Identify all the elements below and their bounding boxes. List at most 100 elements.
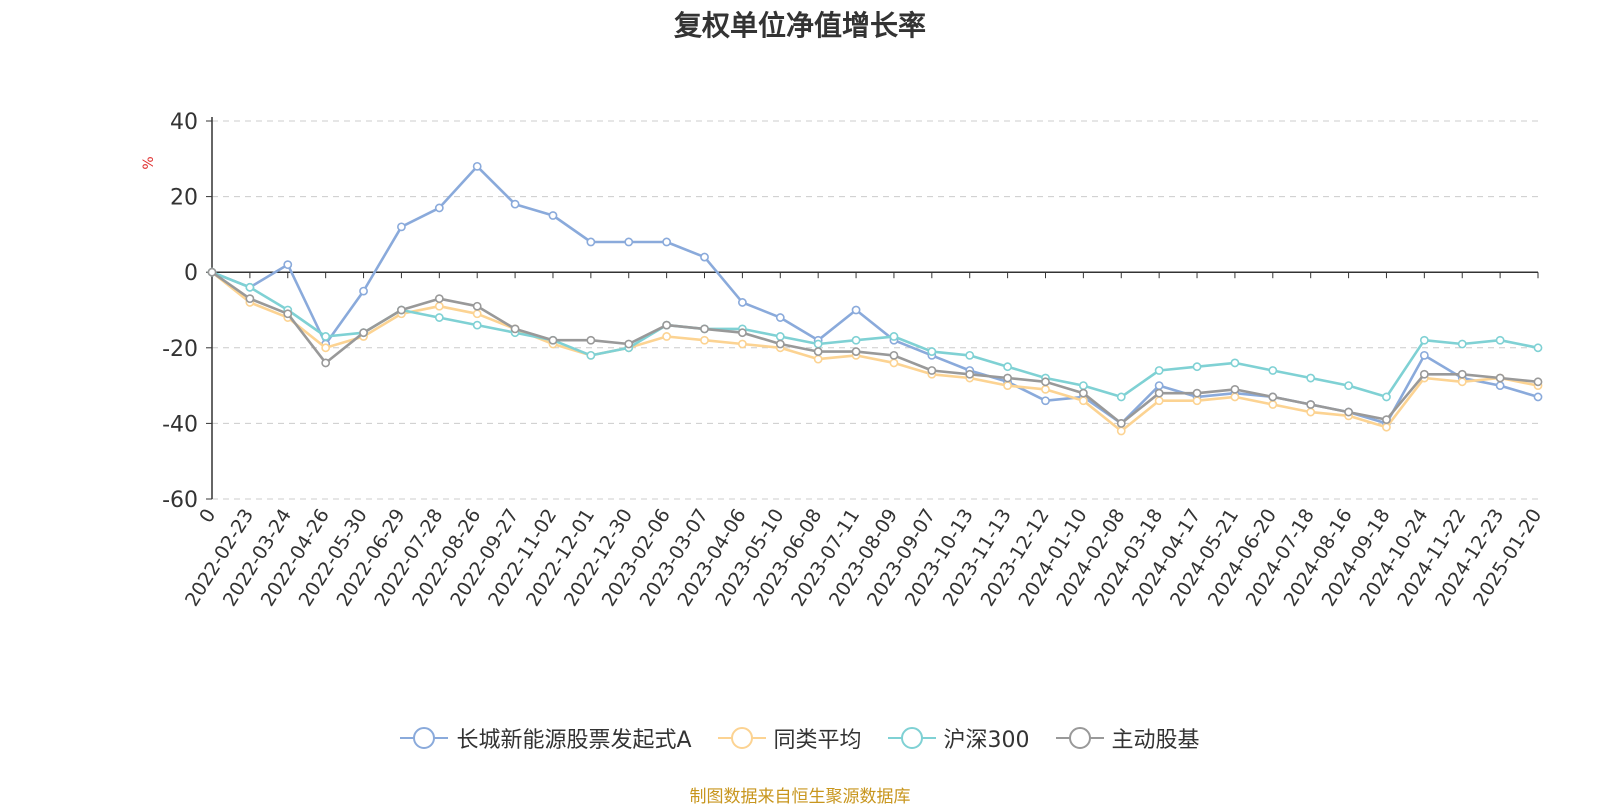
data-point — [1495, 335, 1505, 345]
data-point — [472, 309, 482, 319]
data-point — [1344, 381, 1353, 390]
data-point — [1116, 426, 1126, 436]
data-point — [700, 335, 709, 345]
data-point — [434, 313, 444, 322]
data-point — [1306, 407, 1316, 417]
y-tick-label: 20 — [170, 186, 198, 211]
data-point — [1078, 396, 1088, 406]
data-point — [813, 339, 823, 349]
data-point — [1306, 373, 1316, 383]
data-point — [1003, 362, 1012, 372]
axes — [206, 117, 1539, 500]
legend-item-active-equity[interactable]: 主动股基 — [1055, 722, 1200, 754]
data-source-note: 制图数据来自恒生聚源数据库 — [689, 787, 911, 807]
data-point — [813, 354, 823, 364]
data-point — [397, 305, 406, 315]
data-point — [775, 332, 785, 341]
data-point — [1154, 388, 1164, 398]
data-point — [1457, 339, 1467, 349]
y-axis-label: % — [141, 156, 157, 169]
data-point — [738, 339, 747, 349]
grid-lines — [212, 120, 1538, 500]
data-point — [1230, 392, 1240, 402]
data-point — [283, 260, 293, 270]
data-point — [1306, 400, 1316, 409]
data-point — [851, 347, 861, 356]
data-point — [1192, 396, 1202, 406]
data-point — [359, 328, 368, 338]
data-point — [1192, 362, 1202, 372]
data-point — [775, 339, 785, 349]
data-point — [700, 324, 709, 334]
data-point — [1041, 384, 1050, 394]
series-2 — [207, 267, 1543, 402]
data-point — [1533, 392, 1543, 402]
data-point — [586, 350, 596, 360]
legend-item-csi300[interactable]: 沪深300 — [887, 722, 1030, 754]
data-point — [321, 332, 331, 341]
series-line — [211, 270, 1539, 399]
data-point — [1382, 392, 1391, 402]
legend: 长城新能源股票发起式A 同类平均 沪深300 主动股基 — [0, 722, 1600, 754]
data-point — [586, 335, 596, 345]
data-point — [1078, 381, 1088, 390]
legend-label: 沪深300 — [943, 728, 1030, 753]
data-point — [1533, 377, 1543, 387]
y-tick-label: -60 — [162, 488, 198, 513]
data-point — [889, 332, 899, 341]
data-point — [245, 294, 255, 304]
data-point — [1382, 422, 1391, 432]
data-point — [1003, 381, 1012, 390]
y-tick-label: 40 — [170, 110, 198, 135]
series-0 — [207, 161, 1543, 428]
y-tick-label: 0 — [184, 261, 198, 286]
data-point — [548, 335, 558, 345]
data-point — [1268, 392, 1278, 402]
data-point — [1268, 400, 1278, 409]
legend-item-peer-average[interactable]: 同类平均 — [717, 722, 862, 754]
data-point — [1041, 377, 1050, 387]
data-point — [1154, 381, 1164, 390]
data-point — [662, 237, 672, 247]
series-line — [211, 271, 1539, 425]
data-point — [1268, 366, 1278, 375]
data-point — [207, 267, 217, 277]
data-point — [1419, 335, 1429, 345]
x-tick-label: 0 — [195, 505, 220, 527]
data-point — [1116, 392, 1126, 402]
data-point — [965, 350, 975, 360]
data-point — [245, 282, 255, 292]
legend-label: 主动股基 — [1111, 728, 1200, 753]
data-point — [1457, 369, 1467, 379]
data-point — [1154, 366, 1164, 375]
data-point — [1003, 373, 1012, 383]
data-point — [662, 320, 672, 330]
series-line — [211, 271, 1539, 433]
data-point — [889, 358, 899, 368]
legend-item-fund[interactable]: 长城新能源股票发起式A — [400, 722, 692, 754]
data-point — [283, 309, 293, 319]
y-tick-label: -40 — [162, 412, 198, 437]
legend-label: 同类平均 — [773, 728, 862, 753]
data-point — [738, 328, 747, 338]
data-point — [510, 199, 520, 209]
legend-label: 长城新能源股票发起式A — [456, 728, 692, 753]
series-lines — [207, 161, 1543, 436]
data-point — [1533, 343, 1543, 353]
data-point — [1116, 418, 1126, 428]
data-point — [851, 305, 861, 315]
data-point — [321, 358, 331, 368]
data-point — [927, 366, 937, 375]
data-point — [321, 343, 331, 353]
line-chart: -60-40-200204002022-02-232022-03-242022-… — [141, 110, 1546, 610]
data-point — [1495, 381, 1505, 390]
data-point — [775, 313, 785, 322]
data-point — [1154, 396, 1164, 406]
data-point — [1457, 377, 1467, 387]
data-point — [510, 324, 520, 334]
data-point — [624, 339, 634, 349]
tick-labels: -60-40-200204002022-02-232022-03-242022-… — [162, 110, 1546, 610]
legend-marker-icon — [400, 726, 449, 750]
legend-marker-icon — [717, 726, 766, 750]
data-point — [1230, 358, 1240, 368]
